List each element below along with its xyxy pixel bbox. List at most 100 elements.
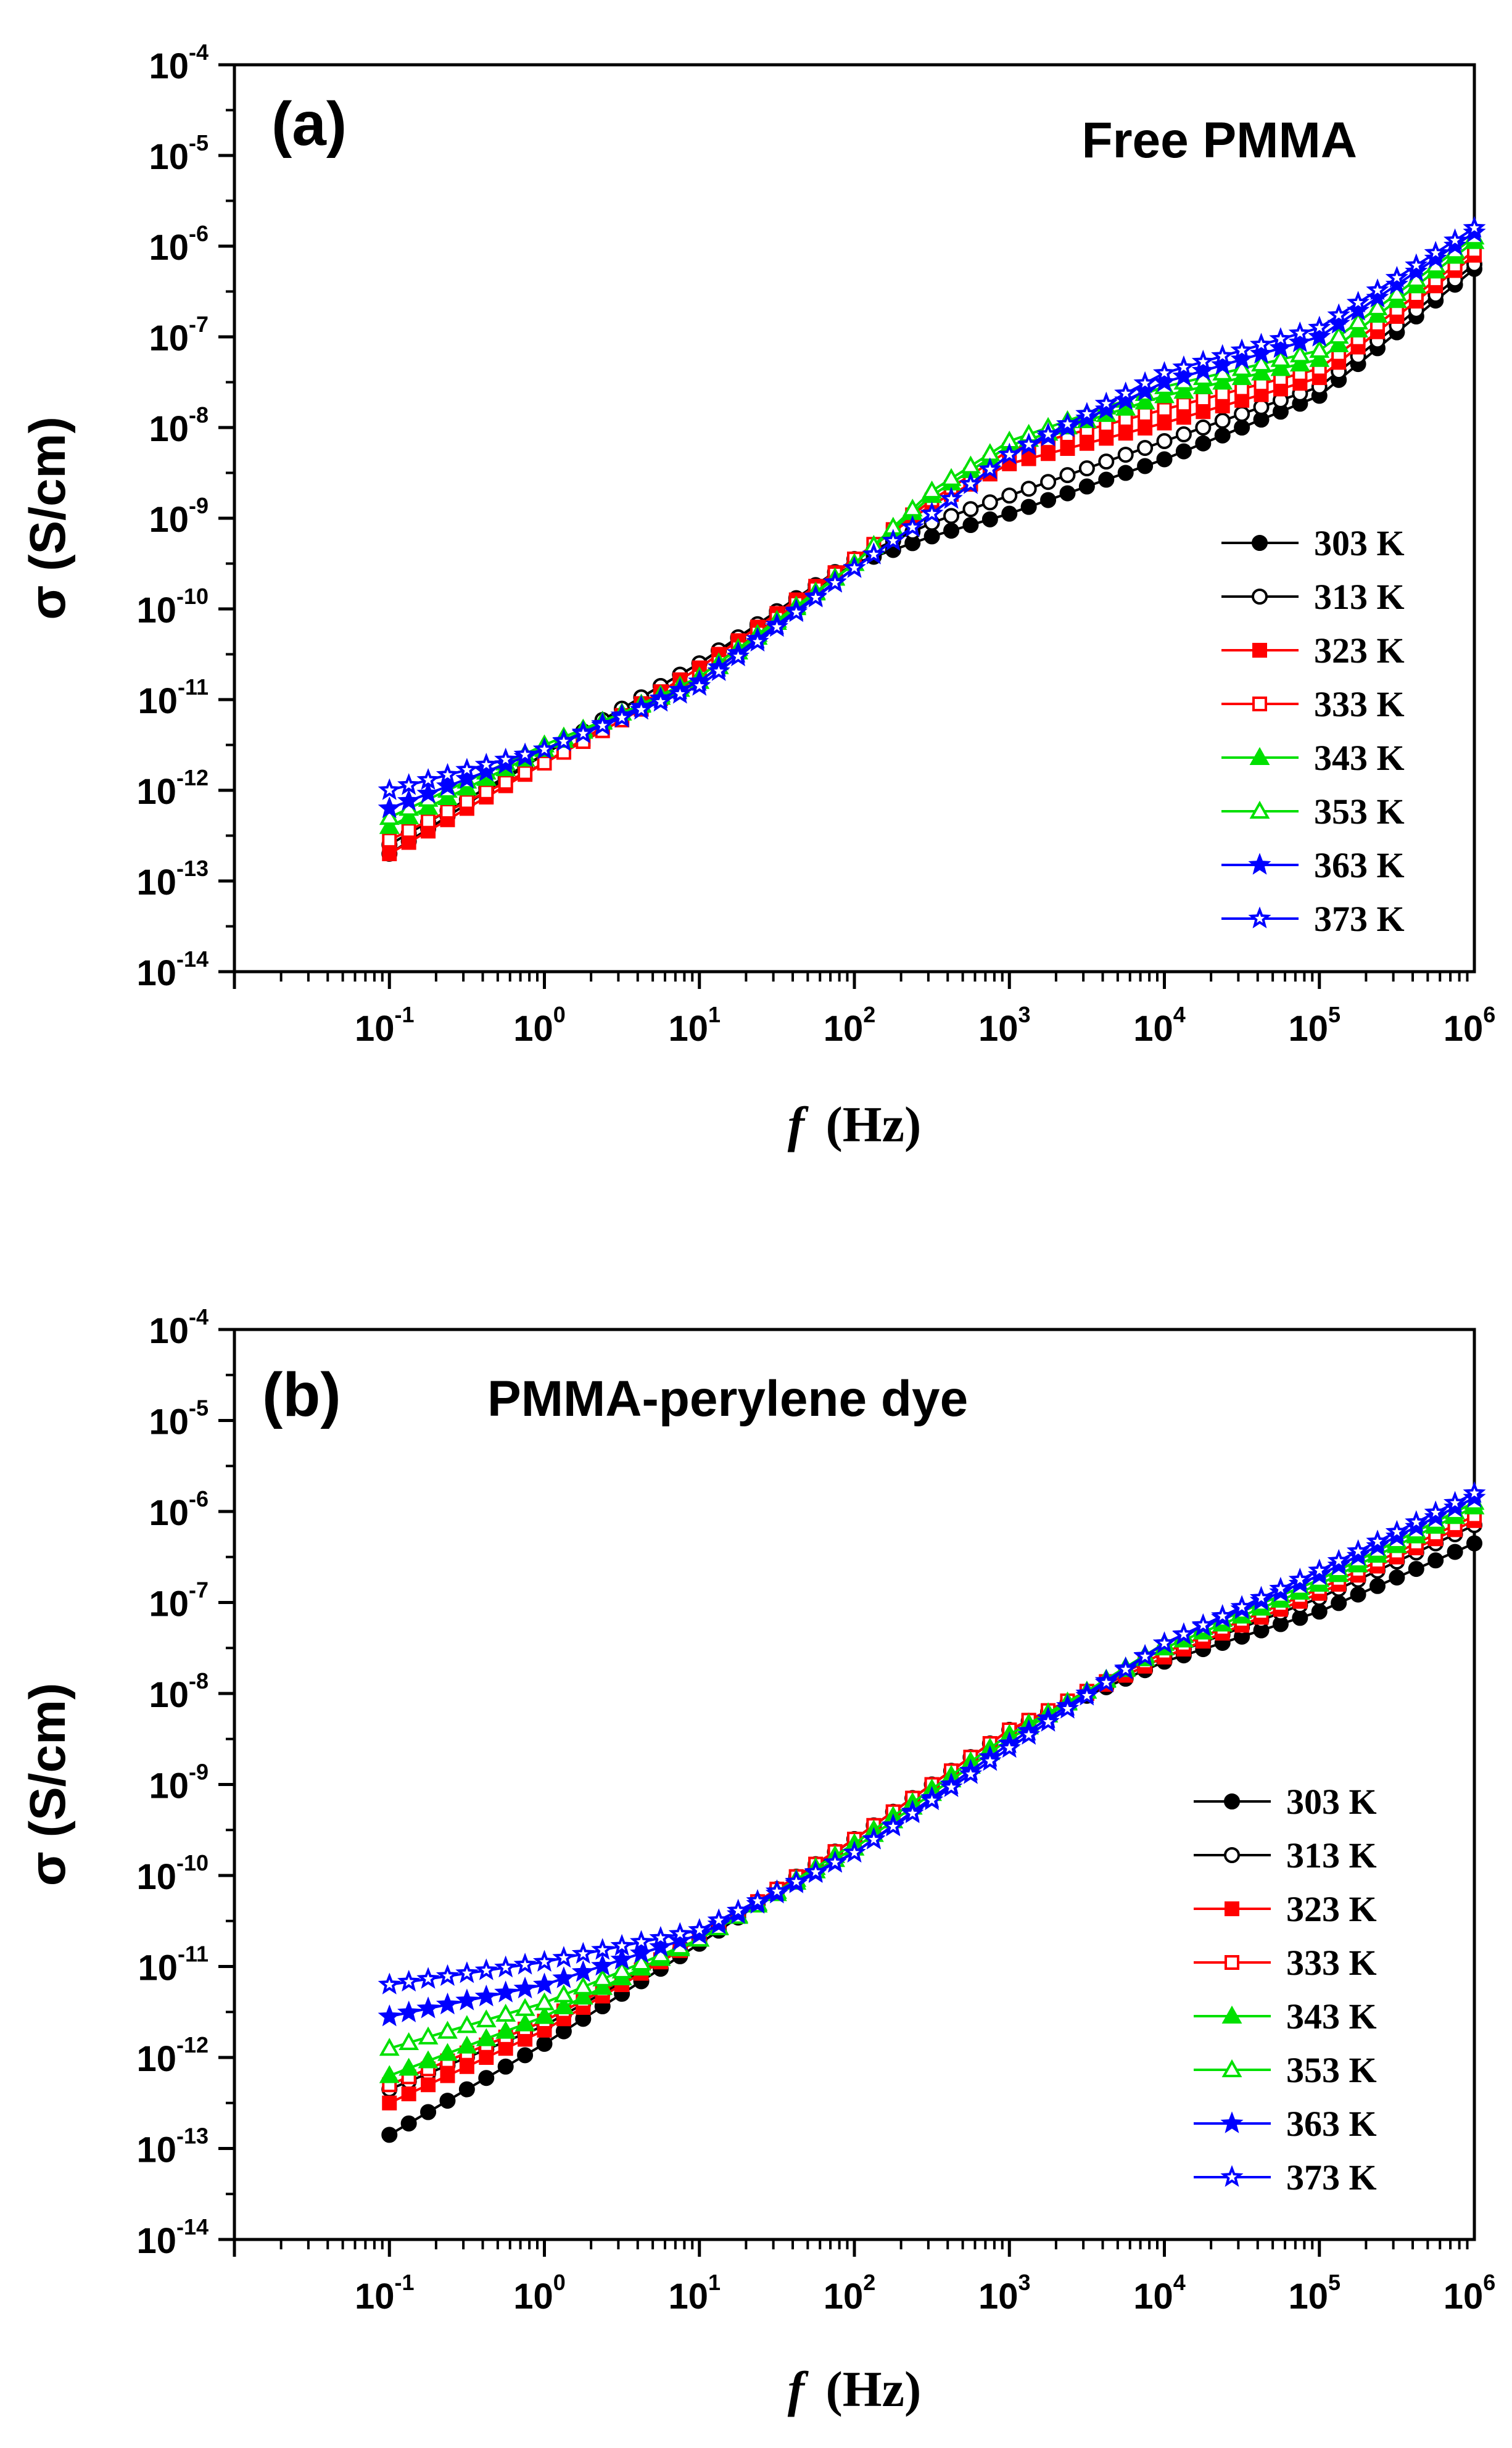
data-point	[1078, 460, 1095, 477]
data-point	[959, 472, 983, 494]
data-point	[1191, 358, 1215, 381]
data-point	[458, 2081, 475, 2098]
data-point	[1196, 404, 1211, 420]
data-point	[440, 2068, 455, 2083]
legend-label: 363 K	[1286, 2104, 1377, 2144]
data-point	[1114, 381, 1138, 403]
data-point	[537, 755, 552, 771]
legend-item: 313 K	[1221, 577, 1405, 617]
y-tick-label: 10-9	[149, 493, 209, 540]
legend-marker	[1249, 746, 1270, 765]
data-point	[726, 1898, 750, 1921]
y-tick-label: 10-11	[138, 1941, 209, 1988]
data-point	[1212, 371, 1233, 390]
data-point	[476, 2009, 497, 2028]
data-point	[552, 1946, 576, 1968]
legend-marker	[1221, 2005, 1242, 2024]
data-point	[532, 1972, 556, 1995]
data-point	[962, 517, 979, 534]
data-point	[940, 1775, 963, 1797]
data-point	[1288, 330, 1312, 352]
data-point	[591, 1938, 614, 1960]
data-point	[1288, 1568, 1312, 1590]
series-373-k	[378, 1481, 1486, 1995]
data-point	[571, 721, 595, 744]
data-point	[553, 1984, 574, 2003]
data-point	[978, 1749, 1002, 1771]
data-point	[1269, 336, 1292, 358]
y-tick-label: 10-5	[149, 1396, 209, 1442]
data-point	[1075, 1684, 1099, 1706]
data-point	[1036, 1710, 1060, 1732]
legend-item: 363 K	[1221, 845, 1405, 885]
legend-marker	[1252, 643, 1267, 658]
data-point	[765, 614, 788, 637]
y-tick-label: 10-5	[149, 130, 209, 177]
data-point	[1269, 327, 1292, 349]
data-point	[920, 1788, 944, 1811]
data-point	[1424, 1500, 1447, 1523]
legend-label: 303 K	[1286, 1782, 1377, 1822]
data-point	[1389, 1569, 1405, 1586]
legend-marker	[1252, 697, 1267, 711]
y-tick-label: 10-12	[136, 765, 209, 812]
data-point	[746, 629, 769, 652]
data-point	[1156, 451, 1173, 468]
legend-item: 303 K	[1194, 1782, 1377, 1822]
data-point	[1134, 391, 1155, 410]
legend-item: 303 K	[1221, 523, 1405, 563]
data-point	[1137, 458, 1154, 474]
data-point	[1157, 402, 1172, 417]
data-point	[943, 523, 960, 539]
series-line	[389, 1497, 1475, 2018]
data-point	[1249, 1586, 1273, 1608]
data-point	[513, 742, 537, 764]
data-point	[1288, 321, 1312, 344]
legend-label: 373 K	[1286, 2157, 1377, 2198]
data-point	[1234, 420, 1250, 436]
y-tick-label: 10-10	[136, 584, 209, 631]
data-point	[474, 1984, 498, 2007]
y-tick-label: 10-10	[136, 1850, 209, 1897]
data-point	[981, 511, 998, 527]
data-point	[1230, 1595, 1254, 1617]
data-point	[494, 1955, 518, 1978]
data-point	[1367, 297, 1388, 316]
data-point	[1133, 379, 1157, 401]
data-point	[439, 2093, 456, 2109]
data-point	[1308, 315, 1331, 338]
series-373-k	[378, 216, 1486, 800]
y-tick-label: 10-9	[149, 1760, 209, 1806]
data-point	[901, 1801, 924, 1824]
data-point	[668, 682, 692, 704]
data-point	[1056, 1697, 1080, 1719]
data-point	[591, 1954, 614, 1976]
data-point	[923, 528, 940, 545]
legend-label: 353 K	[1286, 2050, 1377, 2090]
data-point	[649, 1935, 672, 1957]
data-point	[940, 487, 963, 509]
data-point	[553, 1996, 574, 2014]
data-point	[474, 759, 498, 782]
data-point	[1270, 358, 1291, 376]
data-point	[862, 542, 885, 564]
data-point	[1075, 402, 1099, 424]
data-point	[378, 778, 401, 800]
data-point	[536, 2035, 553, 2052]
data-point	[401, 823, 416, 838]
data-point	[1098, 453, 1115, 470]
data-point	[610, 705, 634, 728]
legend-label: 333 K	[1286, 1943, 1377, 1983]
data-point	[1195, 435, 1212, 452]
data-point	[1427, 1552, 1444, 1569]
legend-item: 343 K	[1221, 738, 1405, 778]
x-tick-label: 104	[1133, 2270, 1186, 2317]
legend-label: 353 K	[1314, 792, 1405, 832]
data-point	[514, 2013, 535, 2032]
data-point	[804, 1859, 827, 1882]
data-point	[416, 1967, 440, 1989]
data-point	[1444, 228, 1467, 250]
data-point	[631, 1952, 651, 1970]
data-point	[785, 1869, 808, 1892]
data-point	[1328, 326, 1349, 344]
